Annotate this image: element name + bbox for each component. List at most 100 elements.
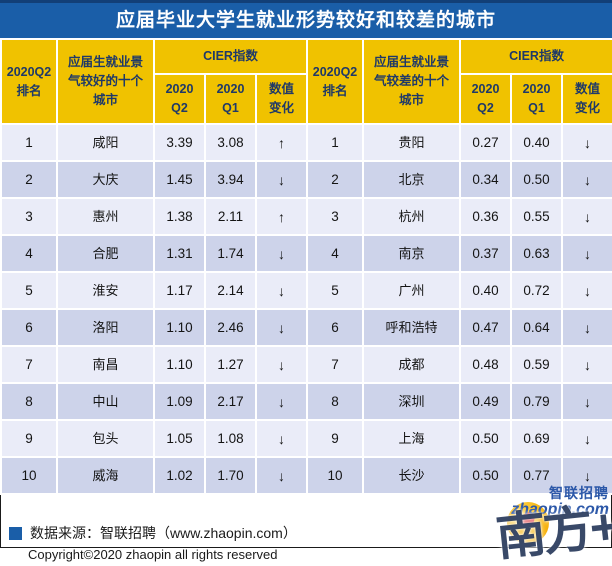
rank-cell-right: 1	[306, 123, 365, 162]
q1-value-cell-right: 0.59	[510, 345, 564, 384]
col-header-cier-left: CIER指数	[152, 38, 309, 75]
change-arrow-cell-left: ↑	[254, 197, 309, 236]
city-cell-left: 咸阳	[56, 123, 155, 162]
city-cell-right: 深圳	[362, 382, 462, 421]
rank-cell-right: 6	[306, 308, 365, 347]
table-row: 8 中山 1.09 2.17 ↓ 8 深圳 0.49 0.79 ↓	[0, 382, 612, 421]
q2-value-cell-left: 1.31	[153, 234, 206, 273]
change-arrow-cell-right: ↓	[561, 234, 612, 273]
q1-value-cell-left: 1.70	[204, 456, 257, 495]
city-cell-left: 合肥	[56, 234, 155, 273]
table-row: 6 洛阳 1.10 2.46 ↓ 6 呼和浩特 0.47 0.64 ↓	[0, 308, 612, 347]
q1-value-cell-left: 2.46	[204, 308, 257, 347]
rank-cell-left: 8	[0, 382, 58, 421]
change-arrow-cell-left: ↓	[254, 308, 309, 347]
rank-cell-left: 4	[0, 234, 58, 273]
table-row: 4 合肥 1.31 1.74 ↓ 4 南京 0.37 0.63 ↓	[0, 234, 612, 273]
q2-value-cell-right: 0.49	[459, 382, 513, 421]
change-arrow-cell-left: ↑	[254, 123, 309, 162]
change-arrow-cell-right: ↓	[561, 197, 612, 236]
city-cell-right: 广州	[362, 271, 462, 310]
q2-value-cell-right: 0.40	[459, 271, 513, 310]
zhaopin-logo-chinese: 智联招聘	[549, 485, 609, 501]
rank-cell-left: 6	[0, 308, 58, 347]
q2-value-cell-right: 0.34	[459, 160, 513, 199]
table-body: 1 咸阳 3.39 3.08 ↑ 1 贵阳 0.27 0.40 ↓ 2 大庆 1.45 3.94 ↓ 2 北京 0…	[0, 123, 612, 495]
q2-value-cell-left: 1.05	[153, 419, 206, 458]
change-arrow-cell-left: ↓	[254, 345, 309, 384]
city-cell-left: 南昌	[56, 345, 155, 384]
change-arrow-cell-right: ↓	[561, 271, 612, 310]
city-cell-left: 大庆	[56, 160, 155, 199]
change-arrow-cell-left: ↓	[254, 160, 309, 199]
data-source-text: 数据来源：智联招聘（www.zhaopin.com）	[30, 525, 297, 541]
city-cell-right: 北京	[362, 160, 462, 199]
q1-value-cell-left: 1.74	[204, 234, 257, 273]
q2-value-cell-left: 1.02	[153, 456, 206, 495]
rank-cell-right: 4	[306, 234, 365, 273]
change-arrow-cell-right: ↓	[561, 123, 612, 162]
rank-cell-right: 7	[306, 345, 365, 384]
change-arrow-cell-left: ↓	[254, 271, 309, 310]
city-cell-left: 威海	[56, 456, 155, 495]
change-arrow-cell-left: ↓	[254, 234, 309, 273]
title-bar: 应届毕业大学生就业形势较好和较差的城市	[0, 0, 612, 38]
city-cell-right: 呼和浩特	[362, 308, 462, 347]
q1-value-cell-right: 0.72	[510, 271, 564, 310]
col-header-worse-cities: 应届生就业景气较差的十个城市	[362, 38, 462, 125]
city-cell-left: 包头	[56, 419, 155, 458]
col-header-change-right: 数值变化	[561, 73, 612, 125]
col-header-2020q1-right: 2020 Q1	[510, 73, 564, 125]
rank-cell-left: 1	[0, 123, 58, 162]
rank-cell-right: 3	[306, 197, 365, 236]
q1-value-cell-left: 2.11	[204, 197, 257, 236]
q2-value-cell-right: 0.48	[459, 345, 513, 384]
data-source-line: 数据来源：智联招聘（www.zhaopin.com）	[9, 523, 297, 543]
q2-value-cell-right: 0.47	[459, 308, 513, 347]
table-row: 7 南昌 1.10 1.27 ↓ 7 成都 0.48 0.59 ↓	[0, 345, 612, 384]
q2-value-cell-left: 1.38	[153, 197, 206, 236]
change-arrow-cell-right: ↓	[561, 345, 612, 384]
city-cell-left: 中山	[56, 382, 155, 421]
table-row: 2 大庆 1.45 3.94 ↓ 2 北京 0.34 0.50 ↓	[0, 160, 612, 199]
table-row: 10 威海 1.02 1.70 ↓ 10 长沙 0.50 0.77 ↓	[0, 456, 612, 495]
city-cell-right: 贵阳	[362, 123, 462, 162]
change-arrow-cell-left: ↓	[254, 382, 309, 421]
q1-value-cell-left: 3.08	[204, 123, 257, 162]
header-row-sub: 2020 Q2 2020 Q1 数值变化 2020 Q2 2020 Q1 数值变…	[1, 73, 612, 125]
table-row: 3 惠州 1.38 2.11 ↑ 3 杭州 0.36 0.55 ↓	[0, 197, 612, 236]
col-header-2020q2-left: 2020 Q2	[153, 73, 206, 125]
q1-value-cell-right: 0.64	[510, 308, 564, 347]
q2-value-cell-right: 0.50	[459, 419, 513, 458]
q1-value-cell-right: 0.69	[510, 419, 564, 458]
q1-value-cell-left: 3.94	[204, 160, 257, 199]
city-cell-left: 惠州	[56, 197, 155, 236]
rank-cell-left: 3	[0, 197, 58, 236]
q1-value-cell-right: 0.79	[510, 382, 564, 421]
q2-value-cell-right: 0.50	[459, 456, 513, 495]
col-header-2020q1-left: 2020 Q1	[204, 73, 257, 125]
col-header-rank-left: 2020Q2 排名	[0, 38, 58, 125]
q2-value-cell-left: 1.10	[153, 308, 206, 347]
city-cell-left: 洛阳	[56, 308, 155, 347]
rank-cell-right: 10	[306, 456, 365, 495]
employment-table: 2020Q2 排名 应届生就业景气较好的十个城市 CIER指数 2020Q2 排…	[0, 38, 612, 495]
q1-value-cell-right: 0.55	[510, 197, 564, 236]
q2-value-cell-left: 1.09	[153, 382, 206, 421]
q2-value-cell-right: 0.37	[459, 234, 513, 273]
rank-cell-left: 9	[0, 419, 58, 458]
q1-value-cell-left: 1.08	[204, 419, 257, 458]
city-cell-right: 成都	[362, 345, 462, 384]
q1-value-cell-right: 0.77	[510, 456, 564, 495]
rank-cell-right: 2	[306, 160, 365, 199]
q1-value-cell-right: 0.63	[510, 234, 564, 273]
rank-cell-left: 5	[0, 271, 58, 310]
q1-value-cell-right: 0.40	[510, 123, 564, 162]
header-row-top: 2020Q2 排名 应届生就业景气较好的十个城市 CIER指数 2020Q2 排…	[0, 38, 612, 125]
col-header-2020q2-right: 2020 Q2	[459, 73, 513, 125]
q1-value-cell-left: 2.17	[204, 382, 257, 421]
source-bullet-icon	[9, 526, 22, 540]
q2-value-cell-right: 0.27	[459, 123, 513, 162]
q1-value-cell-right: 0.50	[510, 160, 564, 199]
